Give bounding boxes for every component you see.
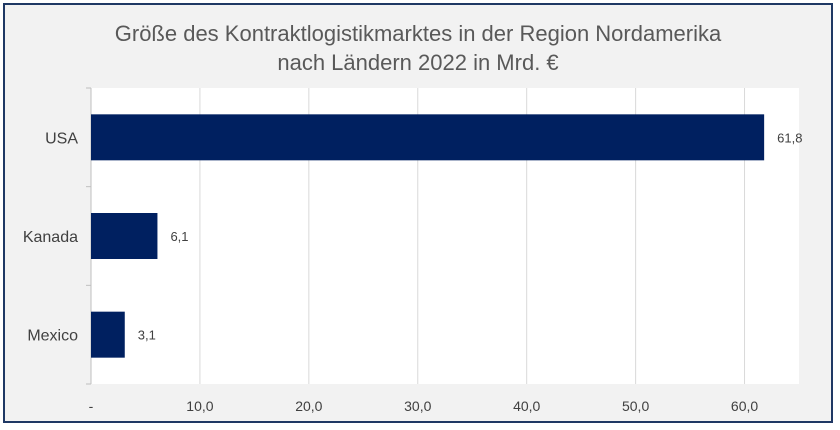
x-tick-label: 20,0 [295, 398, 322, 414]
category-label: Kanada [23, 229, 78, 246]
data-label: 61,8 [777, 130, 802, 145]
bar-mexico [91, 311, 125, 358]
chart-title-line-1: Größe des Kontraktlogistikmarktes in der… [114, 21, 722, 46]
bar-usa [91, 114, 765, 161]
x-tick-label: 10,0 [186, 398, 213, 414]
x-tick-label: 60,0 [731, 398, 758, 414]
x-tick-label: - [89, 398, 94, 414]
category-label: USA [45, 130, 78, 147]
chart-title: Größe des Kontraktlogistikmarktes in der… [5, 19, 831, 77]
data-label: 6,1 [170, 229, 188, 244]
category-label: Mexico [27, 328, 78, 345]
x-tick-label: 30,0 [404, 398, 431, 414]
bar-kanada [91, 213, 158, 259]
x-tick-label: 40,0 [513, 398, 540, 414]
data-label: 3,1 [138, 328, 156, 343]
chart-title-line-2: nach Ländern 2022 in Mrd. € [277, 50, 559, 75]
x-tick-label: 50,0 [622, 398, 649, 414]
